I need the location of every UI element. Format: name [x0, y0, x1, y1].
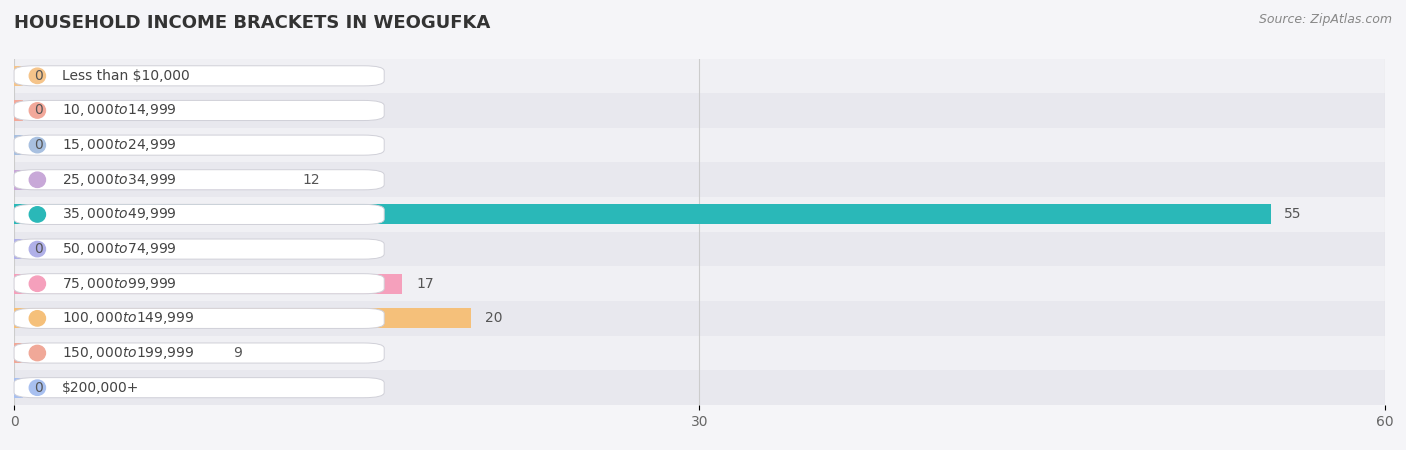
Bar: [14, 266, 1385, 301]
Text: Source: ZipAtlas.com: Source: ZipAtlas.com: [1258, 14, 1392, 27]
Text: $50,000 to $74,999: $50,000 to $74,999: [62, 241, 177, 257]
Ellipse shape: [30, 103, 45, 118]
FancyBboxPatch shape: [14, 239, 384, 259]
Bar: [14, 93, 1385, 128]
Bar: [14, 204, 1271, 225]
Text: 55: 55: [1285, 207, 1302, 221]
Ellipse shape: [30, 276, 45, 292]
Bar: [14, 100, 22, 121]
Text: $25,000 to $34,999: $25,000 to $34,999: [62, 172, 177, 188]
Bar: [14, 274, 402, 294]
Bar: [14, 66, 22, 86]
Text: $100,000 to $149,999: $100,000 to $149,999: [62, 310, 194, 326]
Bar: [14, 170, 288, 190]
FancyBboxPatch shape: [14, 170, 384, 190]
Ellipse shape: [30, 68, 45, 84]
Ellipse shape: [30, 241, 45, 257]
Bar: [14, 308, 471, 328]
Ellipse shape: [30, 310, 45, 326]
FancyBboxPatch shape: [14, 100, 384, 121]
Text: $75,000 to $99,999: $75,000 to $99,999: [62, 276, 177, 292]
Text: HOUSEHOLD INCOME BRACKETS IN WEOGUFKA: HOUSEHOLD INCOME BRACKETS IN WEOGUFKA: [14, 14, 491, 32]
Bar: [14, 135, 22, 155]
Text: 9: 9: [233, 346, 242, 360]
Ellipse shape: [30, 207, 45, 222]
Bar: [14, 301, 1385, 336]
Bar: [14, 232, 1385, 266]
FancyBboxPatch shape: [14, 135, 384, 155]
Text: 17: 17: [416, 277, 434, 291]
Ellipse shape: [30, 345, 45, 361]
Bar: [14, 370, 1385, 405]
Bar: [14, 239, 22, 259]
Text: $15,000 to $24,999: $15,000 to $24,999: [62, 137, 177, 153]
Bar: [14, 128, 1385, 162]
Bar: [14, 343, 219, 363]
Text: $150,000 to $199,999: $150,000 to $199,999: [62, 345, 194, 361]
Bar: [14, 58, 1385, 93]
Text: 12: 12: [302, 173, 319, 187]
Text: $10,000 to $14,999: $10,000 to $14,999: [62, 103, 177, 118]
FancyBboxPatch shape: [14, 274, 384, 294]
Text: $200,000+: $200,000+: [62, 381, 139, 395]
Text: $35,000 to $49,999: $35,000 to $49,999: [62, 207, 177, 222]
Text: 20: 20: [485, 311, 502, 325]
Text: Less than $10,000: Less than $10,000: [62, 69, 190, 83]
FancyBboxPatch shape: [14, 204, 384, 225]
Bar: [14, 162, 1385, 197]
Text: 0: 0: [35, 104, 44, 117]
Bar: [14, 336, 1385, 370]
Ellipse shape: [30, 137, 45, 153]
Text: 0: 0: [35, 242, 44, 256]
FancyBboxPatch shape: [14, 378, 384, 398]
Text: 0: 0: [35, 381, 44, 395]
FancyBboxPatch shape: [14, 66, 384, 86]
Bar: [14, 378, 22, 398]
FancyBboxPatch shape: [14, 308, 384, 328]
Text: 0: 0: [35, 138, 44, 152]
Bar: [14, 197, 1385, 232]
Text: 0: 0: [35, 69, 44, 83]
FancyBboxPatch shape: [14, 343, 384, 363]
Ellipse shape: [30, 380, 45, 396]
Ellipse shape: [30, 172, 45, 188]
